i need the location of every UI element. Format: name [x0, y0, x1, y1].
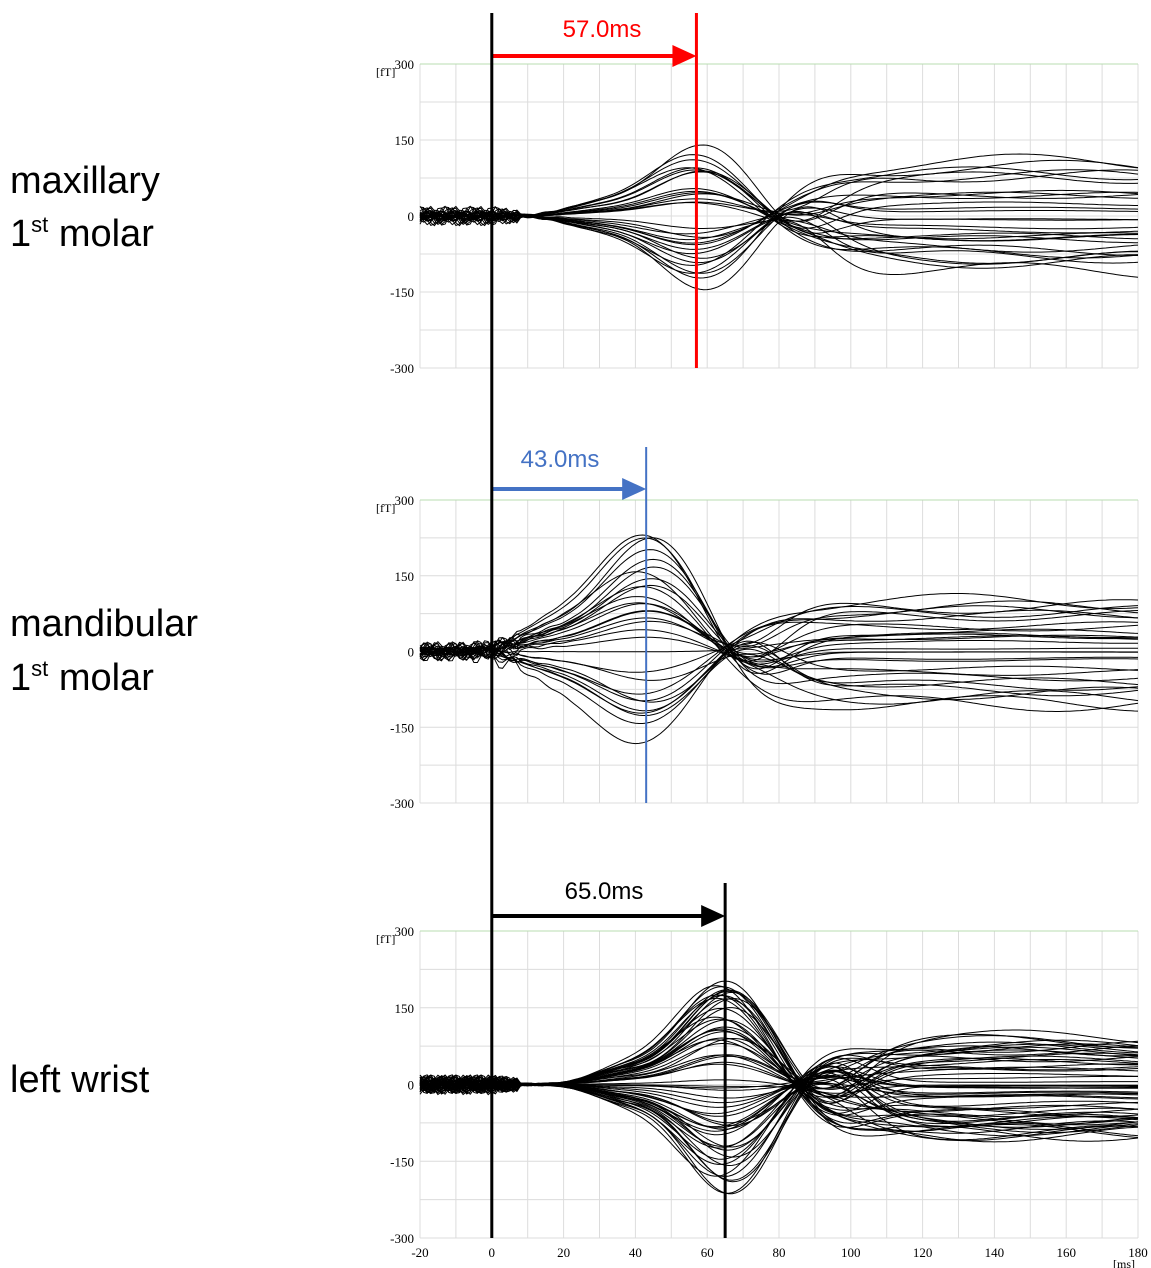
x-tick-label: 0 — [489, 1245, 496, 1260]
trace-line — [419, 586, 1139, 712]
row-label-text: molar — [48, 657, 154, 699]
y-unit-label: [fT] — [376, 932, 395, 946]
traces — [419, 534, 1139, 745]
row-label-superscript: st — [31, 656, 48, 681]
trace-line — [419, 602, 1139, 658]
trace-line — [419, 210, 1138, 274]
trace-line — [419, 153, 1139, 238]
trace-line — [419, 571, 1139, 662]
trace-line — [419, 636, 1139, 705]
x-tick-label: 40 — [629, 1245, 642, 1260]
x-tick-label: 160 — [1056, 1245, 1076, 1260]
trace-line — [419, 610, 1138, 661]
trace-line — [419, 207, 1138, 259]
y-tick-label: -300 — [390, 361, 414, 376]
row-label: 1st molar — [10, 212, 154, 255]
x-tick-label: 120 — [913, 1245, 933, 1260]
panel-3: 300 150 0 -150 -300 [fT] -20 0 20 40 60 80 100 120 140… — [10, 878, 1148, 1268]
row-label-ordinal: 1 — [10, 213, 31, 255]
x-tick-label: -20 — [411, 1245, 428, 1260]
latency-arrow-head — [701, 905, 726, 927]
trace-line — [419, 647, 1139, 716]
x-tick-label: 80 — [773, 1245, 786, 1260]
latency-label: 65.0ms — [565, 878, 644, 905]
y-tick-label: 150 — [395, 569, 415, 584]
row-label-text: molar — [48, 213, 154, 255]
x-tick-label: 100 — [841, 1245, 861, 1260]
latency-label: 57.0ms — [563, 16, 642, 43]
trace-line — [419, 617, 1139, 656]
trace-line — [419, 1083, 1139, 1138]
y-tick-label: 300 — [395, 924, 415, 939]
latency-arrow-head — [672, 45, 697, 67]
panel-2: 300 150 0 -150 -300 [fT] mandibular 1st molar 43… — [10, 446, 1139, 811]
y-unit-label: [fT] — [376, 65, 395, 79]
row-label: maxillary — [10, 160, 160, 202]
traces — [419, 144, 1139, 291]
y-tick-label: -300 — [390, 796, 414, 811]
trace-line — [419, 534, 1139, 674]
row-label: left wrist — [10, 1059, 150, 1101]
row-label: mandibular — [10, 603, 198, 645]
trace-line — [419, 640, 1139, 745]
trace-line — [419, 201, 1139, 264]
trace-line — [419, 549, 1138, 675]
trace-line — [419, 1059, 1139, 1108]
y-tick-label: 150 — [395, 1001, 415, 1016]
x-tick-label: 20 — [557, 1245, 570, 1260]
trace-line — [419, 609, 1139, 703]
x-tick-label: 180 — [1128, 1245, 1148, 1260]
panel-1: 300 150 0 -150 -300 [fT] maxillary 1st molar 57.… — [10, 13, 1139, 376]
y-tick-label: -150 — [390, 1154, 414, 1169]
trace-line — [419, 605, 1139, 673]
y-tick-label: 150 — [395, 133, 415, 148]
y-tick-label: -150 — [390, 720, 414, 735]
traces — [419, 980, 1139, 1195]
x-unit-label: [ms] — [1113, 1257, 1135, 1268]
x-tick-label: 60 — [701, 1245, 714, 1260]
latency-label: 43.0ms — [521, 446, 600, 473]
y-unit-label: [fT] — [376, 501, 395, 515]
row-label-superscript: st — [31, 212, 48, 237]
trace-line — [419, 621, 1139, 712]
trace-line — [419, 537, 1139, 670]
trace-line — [420, 599, 1139, 658]
y-tick-label: -300 — [390, 1231, 414, 1246]
y-tick-label: -150 — [390, 285, 414, 300]
y-tick-label: 300 — [395, 493, 415, 508]
y-tick-label: 0 — [408, 645, 415, 660]
latency-arrow-head — [622, 478, 647, 500]
trace-line — [419, 1031, 1138, 1098]
y-tick-label: 0 — [408, 1078, 415, 1093]
y-tick-label: 0 — [408, 209, 415, 224]
row-label-ordinal: 1 — [10, 657, 31, 699]
x-tick-label: 140 — [985, 1245, 1005, 1260]
row-label: 1st molar — [10, 656, 154, 699]
y-tick-label: 300 — [395, 57, 415, 72]
